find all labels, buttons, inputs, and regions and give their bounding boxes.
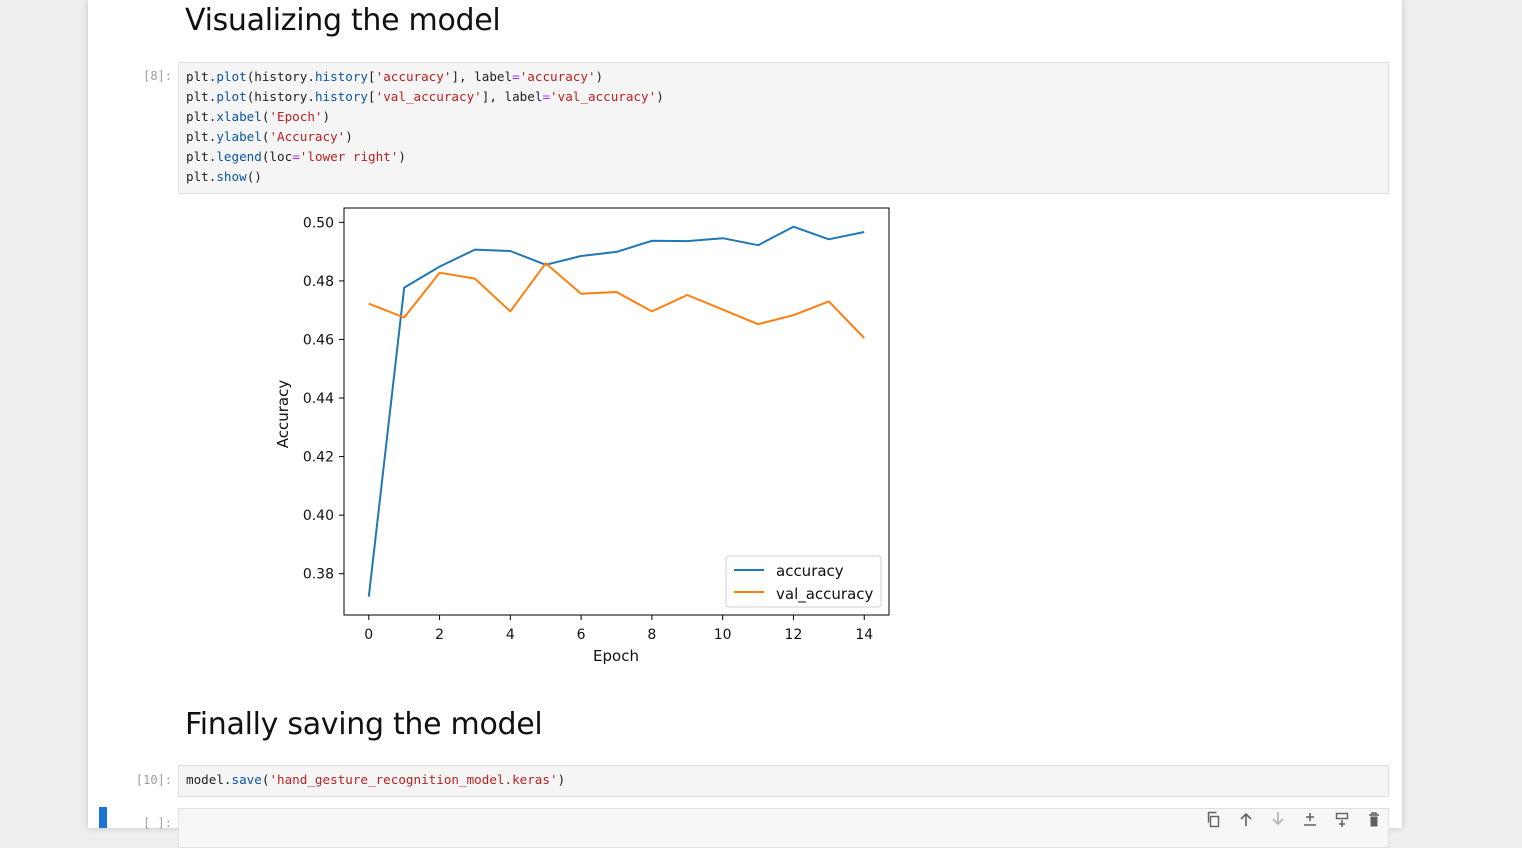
x-tick-label: 6 <box>577 627 586 643</box>
legend-label-val-accuracy: val_accuracy <box>776 585 874 604</box>
code-token: ) <box>656 89 664 104</box>
y-tick-label: 0.42 <box>303 450 334 466</box>
x-tick-label: 4 <box>506 627 515 643</box>
code-line: plt.ylabel('Accuracy') <box>179 127 1388 147</box>
code-token: ( <box>261 772 270 787</box>
code-line: plt.legend(loc='lower right') <box>179 147 1388 167</box>
chart-legend: accuracy val_accuracy <box>725 555 882 608</box>
y-tick-label: 0.46 <box>303 332 334 348</box>
code-token: plt. <box>186 129 217 144</box>
code-token: plt. <box>186 169 217 184</box>
code-line: plt.xlabel('Epoch') <box>179 107 1388 127</box>
y-tick-label: 0.40 <box>303 508 334 524</box>
markdown-heading-save: Finally saving the model <box>185 707 543 742</box>
legend-label-accuracy: accuracy <box>776 562 844 580</box>
code-token: = <box>542 89 551 104</box>
cell-prompt-save: [10]: <box>135 773 172 787</box>
code-line: plt.plot(history.history['accuracy'], la… <box>179 67 1388 87</box>
code-token: ( <box>261 129 270 144</box>
delete-icon[interactable] <box>1366 810 1382 828</box>
code-line: plt.plot(history.history['val_accuracy']… <box>179 87 1388 107</box>
x-axis-label: Epoch <box>593 647 639 665</box>
y-tick-label: 0.50 <box>303 215 334 231</box>
code-token: ) <box>557 772 566 787</box>
code-token: history <box>314 89 369 104</box>
plot-area <box>343 207 890 616</box>
move-down-icon[interactable] <box>1270 810 1286 828</box>
x-tick-label: 0 <box>364 627 373 643</box>
cell-toolbar <box>1206 810 1382 828</box>
code-token: ) <box>595 69 604 84</box>
code-token: (loc <box>261 149 293 164</box>
code-token: plot <box>216 89 247 104</box>
code-token: 'accuracy' <box>519 69 596 84</box>
move-up-icon[interactable] <box>1238 810 1254 828</box>
code-token: (history. <box>246 69 315 84</box>
active-cell-indicator <box>99 807 107 828</box>
code-token: 'lower right' <box>299 149 399 164</box>
code-token: show <box>216 169 247 184</box>
y-tick-label: 0.48 <box>303 274 334 290</box>
code-token: = <box>292 149 300 164</box>
insert-below-icon[interactable] <box>1334 810 1350 828</box>
code-token: 'Accuracy' <box>269 129 346 144</box>
code-token: save <box>231 772 262 787</box>
duplicate-icon[interactable] <box>1206 810 1222 828</box>
code-token: ( <box>261 109 270 124</box>
code-token: [ <box>368 69 376 84</box>
code-line: model.save('hand_gesture_recognition_mod… <box>179 770 1388 790</box>
code-token: plot <box>216 69 247 84</box>
y-axis-label: Accuracy <box>274 380 292 449</box>
x-tick-label: 12 <box>785 627 803 643</box>
code-token: ], label <box>451 69 513 84</box>
code-token: plt. <box>186 109 217 124</box>
cell-prompt-empty: [ ]: <box>143 816 172 830</box>
series-lines <box>367 225 865 597</box>
code-token: 'val_accuracy' <box>550 89 657 104</box>
code-token: ) <box>345 129 353 144</box>
code-token: ) <box>322 109 331 124</box>
x-tick-label: 2 <box>435 627 444 643</box>
code-line: plt.show() <box>179 167 1388 187</box>
code-token: plt. <box>186 149 217 164</box>
x-tick-label: 8 <box>647 627 656 643</box>
code-token: (history. <box>246 89 315 104</box>
notebook-panel: Visualizing the model [8]: plt.plot(hist… <box>88 0 1402 848</box>
x-axis: 0 2 4 6 8 10 12 14 <box>364 615 873 643</box>
code-cell-plot[interactable]: plt.plot(history.history['accuracy'], la… <box>178 62 1389 194</box>
cell-prompt-plot: [8]: <box>143 69 172 83</box>
code-token: ], label <box>481 89 543 104</box>
code-token: 'hand_gesture_recognition_model.keras' <box>269 772 558 787</box>
code-token: ) <box>398 149 406 164</box>
code-token: = <box>512 69 520 84</box>
code-token: ylabel <box>216 129 262 144</box>
series-line-val-accuracy <box>368 262 865 339</box>
code-token: model. <box>186 772 232 787</box>
code-token: legend <box>216 149 262 164</box>
code-cell-save[interactable]: model.save('hand_gesture_recognition_mod… <box>178 765 1389 797</box>
code-token: 'val_accuracy' <box>375 89 482 104</box>
legend-box <box>725 555 882 608</box>
insert-above-icon[interactable] <box>1302 810 1318 828</box>
code-token: () <box>246 169 262 184</box>
code-token: xlabel <box>216 109 262 124</box>
x-tick-label: 10 <box>714 627 732 643</box>
code-token: 'Epoch' <box>269 109 323 124</box>
x-tick-label: 14 <box>855 627 873 643</box>
code-token: [ <box>368 89 376 104</box>
y-tick-label: 0.38 <box>303 567 334 583</box>
y-tick-label: 0.44 <box>303 391 334 407</box>
series-line-accuracy <box>367 225 865 597</box>
code-token: plt. <box>186 69 217 84</box>
code-token: history <box>314 69 369 84</box>
y-axis: 0.38 0.40 0.42 0.44 0.46 0.48 0.50 <box>303 215 344 583</box>
markdown-heading-visualize: Visualizing the model <box>185 3 501 38</box>
accuracy-chart: 0.38 0.40 0.42 0.44 0.46 0.48 0.50 0 2 4 6 8 10 12 14… <box>274 207 890 665</box>
code-token: plt. <box>186 89 217 104</box>
code-token: 'accuracy' <box>375 69 452 84</box>
